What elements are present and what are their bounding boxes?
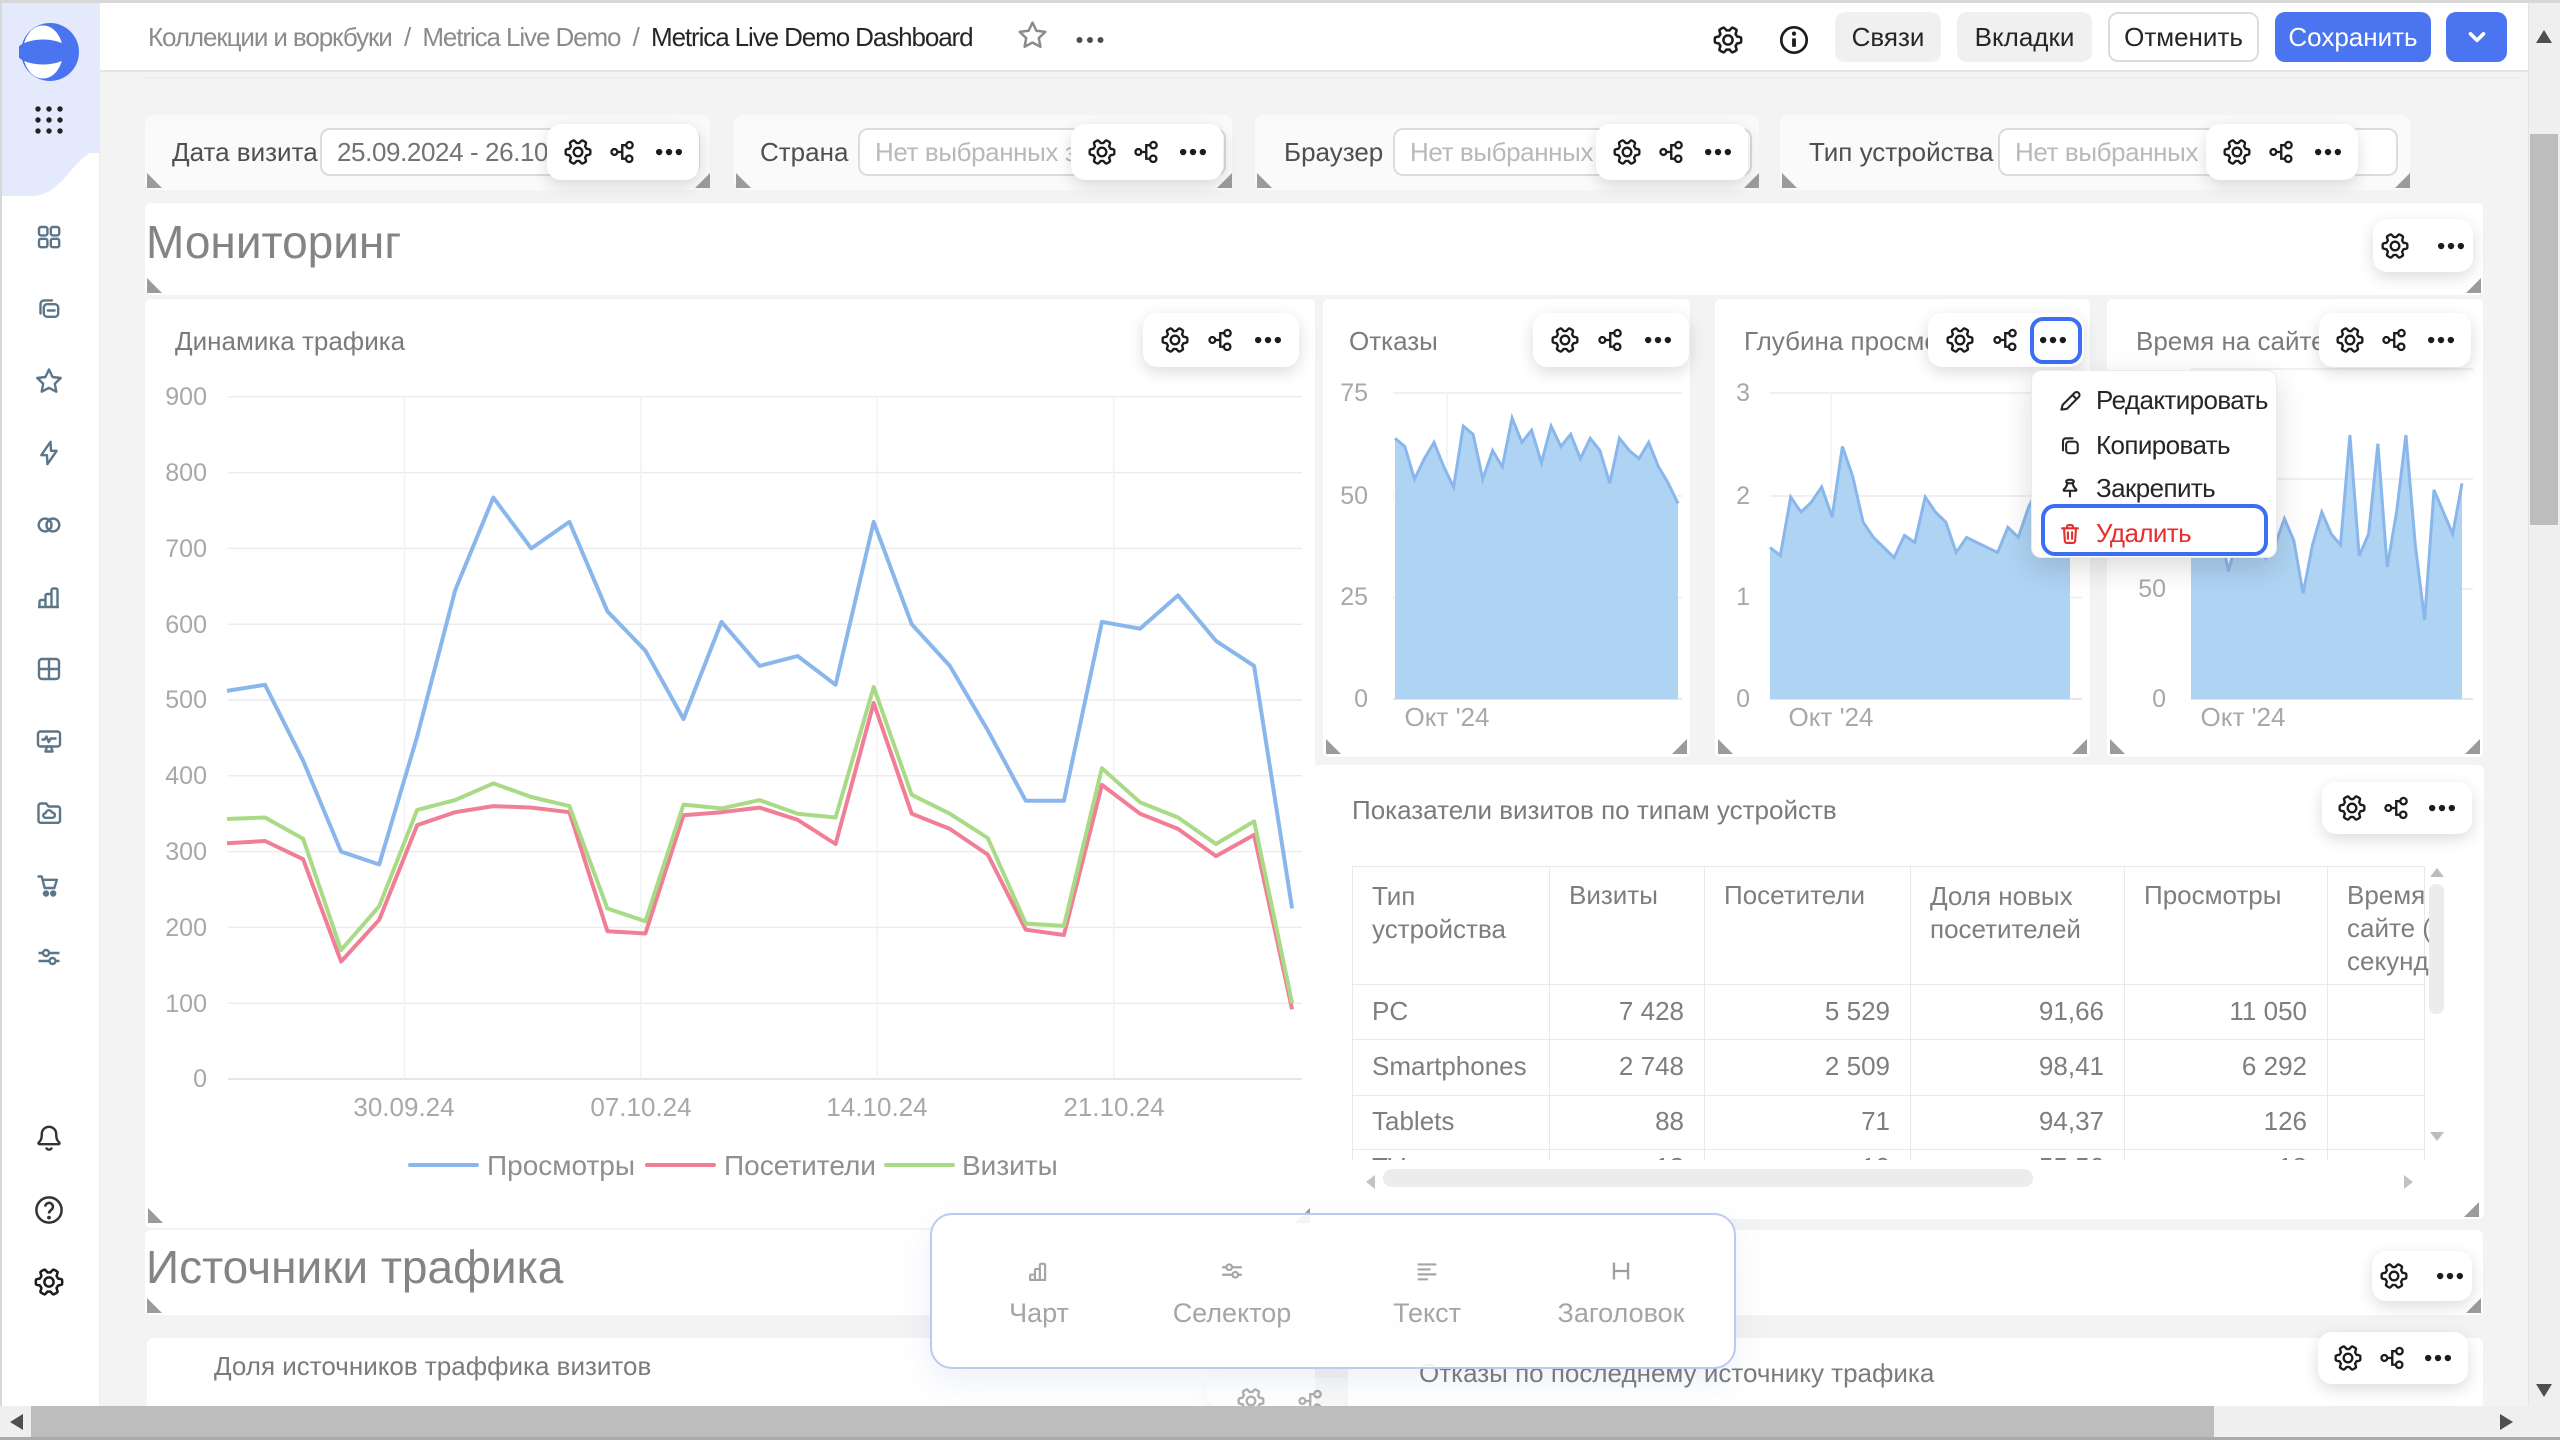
svg-text:0: 0: [1354, 685, 1368, 713]
svg-text:0: 0: [2152, 685, 2166, 713]
svg-text:200: 200: [165, 914, 207, 942]
svg-text:500: 500: [165, 686, 207, 714]
svg-text:0: 0: [1736, 685, 1750, 713]
svg-text:3: 3: [1736, 379, 1750, 407]
svg-text:Окт '24: Окт '24: [1405, 702, 1490, 732]
svg-text:800: 800: [165, 459, 207, 487]
svg-text:Просмотры: Просмотры: [487, 1150, 635, 1181]
svg-text:900: 900: [165, 383, 207, 411]
svg-text:50: 50: [1340, 482, 1368, 510]
svg-text:14.10.24: 14.10.24: [826, 1092, 927, 1122]
svg-text:Визиты: Визиты: [962, 1150, 1058, 1181]
svg-text:1: 1: [1736, 583, 1750, 611]
svg-text:Окт '24: Окт '24: [1789, 702, 1874, 732]
svg-text:Окт '24: Окт '24: [2201, 702, 2286, 732]
svg-text:400: 400: [165, 762, 207, 790]
svg-text:Посетители: Посетители: [724, 1150, 876, 1181]
svg-text:700: 700: [165, 535, 207, 563]
svg-text:75: 75: [1340, 379, 1368, 407]
svg-text:21.10.24: 21.10.24: [1063, 1092, 1164, 1122]
svg-text:2: 2: [1736, 482, 1750, 510]
svg-text:25: 25: [1340, 583, 1368, 611]
svg-text:600: 600: [165, 611, 207, 639]
svg-text:100: 100: [165, 990, 207, 1018]
svg-text:50: 50: [2138, 575, 2166, 603]
svg-text:30.09.24: 30.09.24: [353, 1092, 454, 1122]
svg-text:07.10.24: 07.10.24: [590, 1092, 691, 1122]
svg-text:300: 300: [165, 838, 207, 866]
svg-text:0: 0: [193, 1065, 207, 1093]
